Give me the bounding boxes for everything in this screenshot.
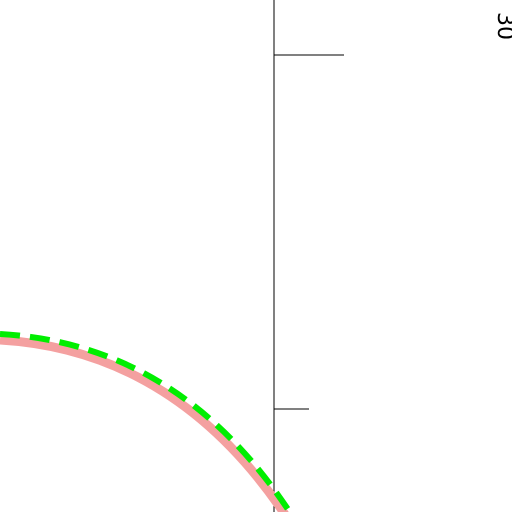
dashed-curve [0,331,294,512]
curve [0,335,289,512]
annotation: 30 [492,12,512,40]
